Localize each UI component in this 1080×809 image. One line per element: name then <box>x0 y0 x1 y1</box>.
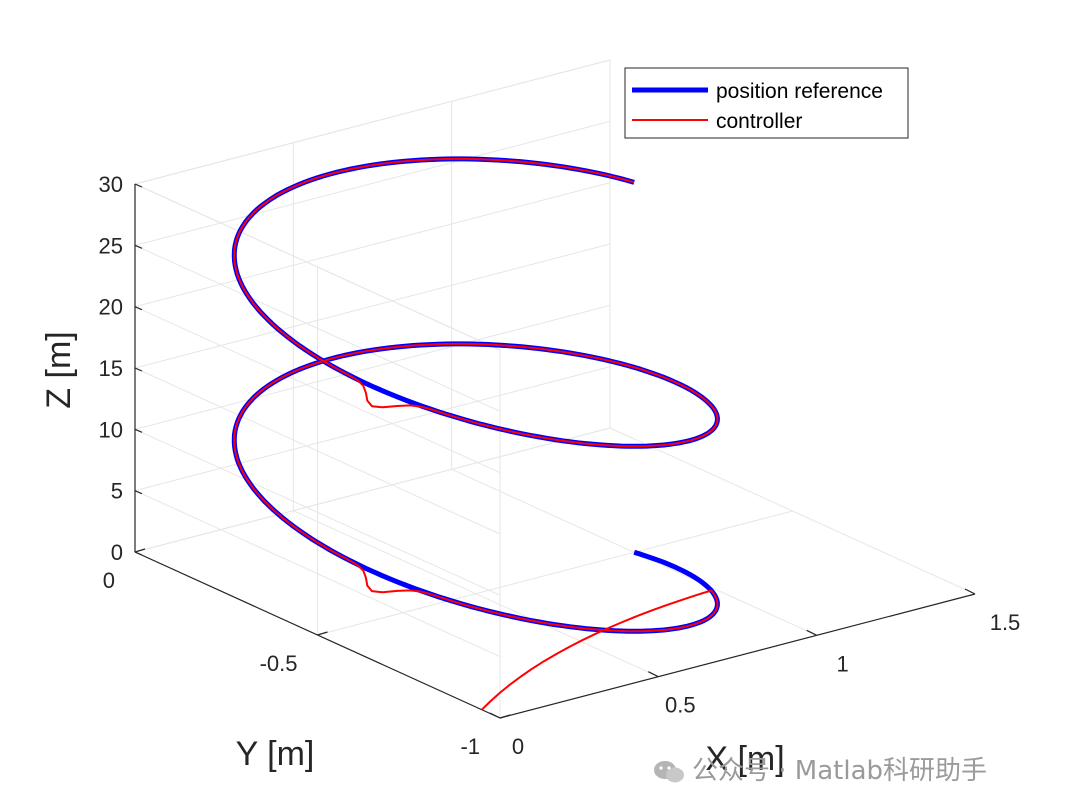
z-tick-label: 25 <box>99 233 123 258</box>
y-tick-label: -1 <box>460 734 480 759</box>
wechat-icon <box>654 760 684 782</box>
x-tick-label: 0.5 <box>665 693 696 718</box>
legend: position reference controller <box>624 67 909 139</box>
y-tick-label: 0 <box>103 568 115 593</box>
grid-line-y <box>317 510 793 636</box>
x-tick-mark <box>964 588 976 595</box>
series-line-position-reference <box>231 156 720 634</box>
z-tick-mark <box>134 306 143 311</box>
y-tick-label: -0.5 <box>260 651 298 676</box>
z-tick-label: 20 <box>99 295 123 320</box>
grid-line-z <box>134 243 611 369</box>
z-tick-label: 5 <box>111 479 123 504</box>
grid-line-z <box>134 304 611 430</box>
z-axis-label: Z [m] <box>40 331 78 408</box>
x-tick-mark <box>806 629 817 636</box>
z-tick-mark <box>134 244 143 249</box>
z-tick-mark <box>134 490 143 495</box>
grid-line-y <box>134 427 611 553</box>
grid-line-z <box>134 366 611 492</box>
z-tick-label: 10 <box>99 417 123 442</box>
x-tick-label: 1 <box>837 651 849 676</box>
grid-line-z <box>134 182 611 308</box>
y-axis-label: Y [m] <box>236 735 315 773</box>
grid-layer <box>134 59 976 719</box>
watermark: 公众号 · Matlab科研助手 <box>652 750 987 787</box>
x-tick-mark <box>648 671 659 678</box>
grid-line-z <box>134 120 611 246</box>
z-tick-mark <box>134 367 143 372</box>
z-tick-label: 30 <box>99 172 123 197</box>
x-axis-line <box>499 593 976 719</box>
x-tick-mark <box>489 712 501 719</box>
legend-label-position-reference: position reference <box>716 80 883 103</box>
legend-label-controller: controller <box>716 110 802 133</box>
y-tick-mark <box>499 714 511 719</box>
x-axis-label: X [m] <box>705 740 784 778</box>
grid-frame <box>134 59 611 185</box>
z-tick-label: 0 <box>111 540 123 565</box>
y-tick-mark <box>317 631 328 636</box>
x-tick-label: 0 <box>512 734 524 759</box>
z-tick-mark <box>134 183 143 188</box>
legend-box <box>624 67 909 139</box>
y-tick-mark <box>134 548 146 553</box>
series-layer <box>231 156 720 711</box>
z-tick-label: 15 <box>99 356 123 381</box>
grid-frame <box>134 183 501 351</box>
series-line-controller <box>233 157 719 711</box>
z-tick-mark <box>134 428 143 433</box>
x-tick-label: 1.5 <box>990 610 1021 635</box>
watermark-text: 公众号 · Matlab科研助手 <box>692 756 988 786</box>
tick-layer: 0 5 10 15 20 25 30 -1 -0.5 0 0 0.5 1 1.5 <box>99 172 1021 759</box>
z-tick-mark <box>134 551 143 556</box>
